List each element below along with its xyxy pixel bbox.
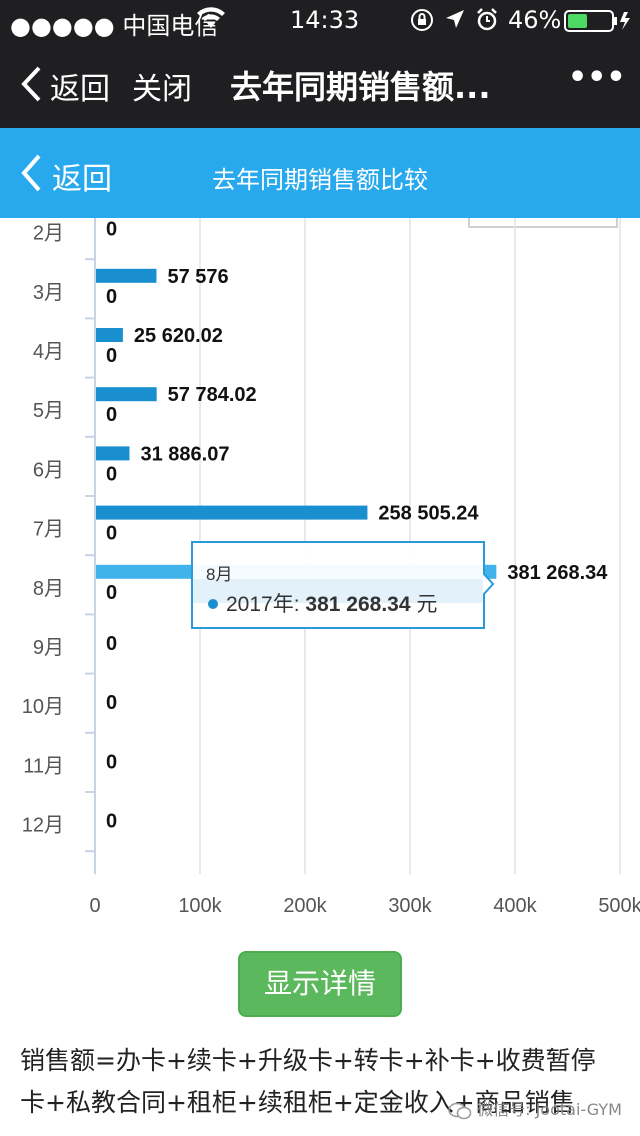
chart-tooltip: 8月 2017年: 381 268.34 元 — [191, 541, 495, 629]
y-category-label: 8月 — [33, 578, 64, 600]
page-title: 去年同期销售额比较 — [212, 166, 428, 194]
x-tick-label: 200k — [283, 895, 327, 917]
bar-2017[interactable] — [96, 328, 123, 342]
wechat-back-button[interactable]: 返回 — [0, 40, 116, 128]
wechat-nav-bar: 返回 关闭 去年同期销售额... ••• — [0, 40, 640, 128]
y-category-label: 9月 — [33, 637, 64, 659]
watermark-text: 微信号: Jootai-GYM — [477, 1100, 622, 1119]
x-tick-label: 100k — [178, 895, 222, 917]
bar-value-label-2018: 0 — [106, 219, 117, 241]
x-tick-label: 300k — [388, 895, 432, 917]
wechat-close-button[interactable]: 关闭 — [132, 72, 192, 107]
sales-formula-note: 销售额=办卡+续卡+升级卡+转卡+补卡+收费暂停卡+私教合同+租柜+续租柜+定金… — [20, 1046, 596, 1117]
bar-value-label: 25 620.02 — [134, 325, 223, 347]
y-category-label: 7月 — [33, 519, 64, 541]
wechat-page-title: 去年同期销售额... — [230, 68, 491, 106]
bar-value-label: 57 784.02 — [168, 384, 257, 406]
y-category-label: 6月 — [33, 459, 64, 481]
bar-value-label-2018: 0 — [106, 751, 117, 773]
y-category-label: 3月 — [33, 282, 64, 304]
wechat-watermark: 微信号: Jootai-GYM — [448, 1096, 622, 1120]
y-category-label: 12月 — [22, 815, 64, 837]
bar-value-label-2018: 0 — [106, 811, 117, 833]
bar-value-label-2018: 0 — [106, 582, 117, 604]
bar-value-label: 258 505.24 — [378, 503, 479, 525]
y-category-label: 4月 — [33, 341, 64, 363]
y-category-label: 11月 — [23, 755, 64, 777]
x-tick-label: 400k — [493, 895, 537, 917]
wechat-back-label: 返回 — [50, 72, 110, 107]
alarm-icon — [476, 8, 498, 38]
wifi-icon — [196, 4, 226, 36]
legend-box — [468, 218, 618, 228]
clock-time: 14:33 — [290, 6, 360, 34]
back-chevron-icon — [20, 154, 42, 196]
tooltip-value: 381 268.34 — [305, 593, 410, 616]
x-tick-label: 500k — [598, 895, 640, 917]
sales-chart[interactable]: 0 100k 200k 300k 400k 500k 2月 0 3月 57 576 0 4月 25 62… — [0, 218, 640, 918]
bar-value-label-2018: 0 — [106, 692, 117, 714]
app-back-button[interactable]: 返回 — [0, 128, 130, 218]
battery-icon — [564, 10, 634, 38]
bar-value-label: 57 576 — [167, 266, 228, 288]
x-tick-label: 0 — [89, 895, 100, 917]
bar-value-label-2018: 0 — [106, 523, 117, 545]
show-details-button[interactable]: 显示详情 — [238, 951, 402, 1017]
y-category-label: 5月 — [33, 400, 64, 422]
tooltip-series-marker — [208, 599, 218, 609]
y-category-label: 2月 — [33, 223, 64, 245]
y-category-label: 10月 — [22, 696, 64, 718]
back-chevron-icon — [20, 66, 42, 106]
bar-value-label-2018: 0 — [106, 404, 117, 426]
more-menu-button[interactable]: ••• — [568, 60, 626, 95]
bar-value-label-2018: 0 — [106, 286, 117, 308]
tooltip-series-name: 2017年: — [226, 593, 300, 616]
status-bar: ●●●●● 中国电信 14:33 46% — [0, 0, 640, 40]
bar-value-label-2018: 0 — [106, 633, 117, 655]
bar-2017[interactable] — [96, 446, 130, 461]
orientation-lock-icon — [410, 8, 434, 38]
bar-value-label-2018: 0 — [106, 463, 117, 485]
app-back-label: 返回 — [52, 162, 112, 197]
bar-value-label: 381 268.34 — [507, 562, 608, 584]
tooltip-text: 2017年: 381 268.34 元 — [226, 593, 437, 616]
bar-value-label: 31 886.07 — [140, 443, 229, 465]
battery-percent: 46% — [508, 6, 562, 34]
bar-2017[interactable] — [96, 387, 157, 402]
tooltip-category: 8月 — [206, 565, 232, 584]
bar-value-label-2018: 0 — [106, 345, 117, 367]
tooltip-unit: 元 — [416, 593, 437, 616]
carrier-label: ●●●●● 中国电信 — [10, 12, 219, 40]
bar-2017[interactable] — [96, 505, 368, 520]
wechat-logo-icon — [448, 1100, 477, 1119]
bar-2017[interactable] — [96, 268, 157, 283]
location-arrow-icon — [444, 8, 466, 36]
app-header: 返回 去年同期销售额比较 — [0, 128, 640, 218]
